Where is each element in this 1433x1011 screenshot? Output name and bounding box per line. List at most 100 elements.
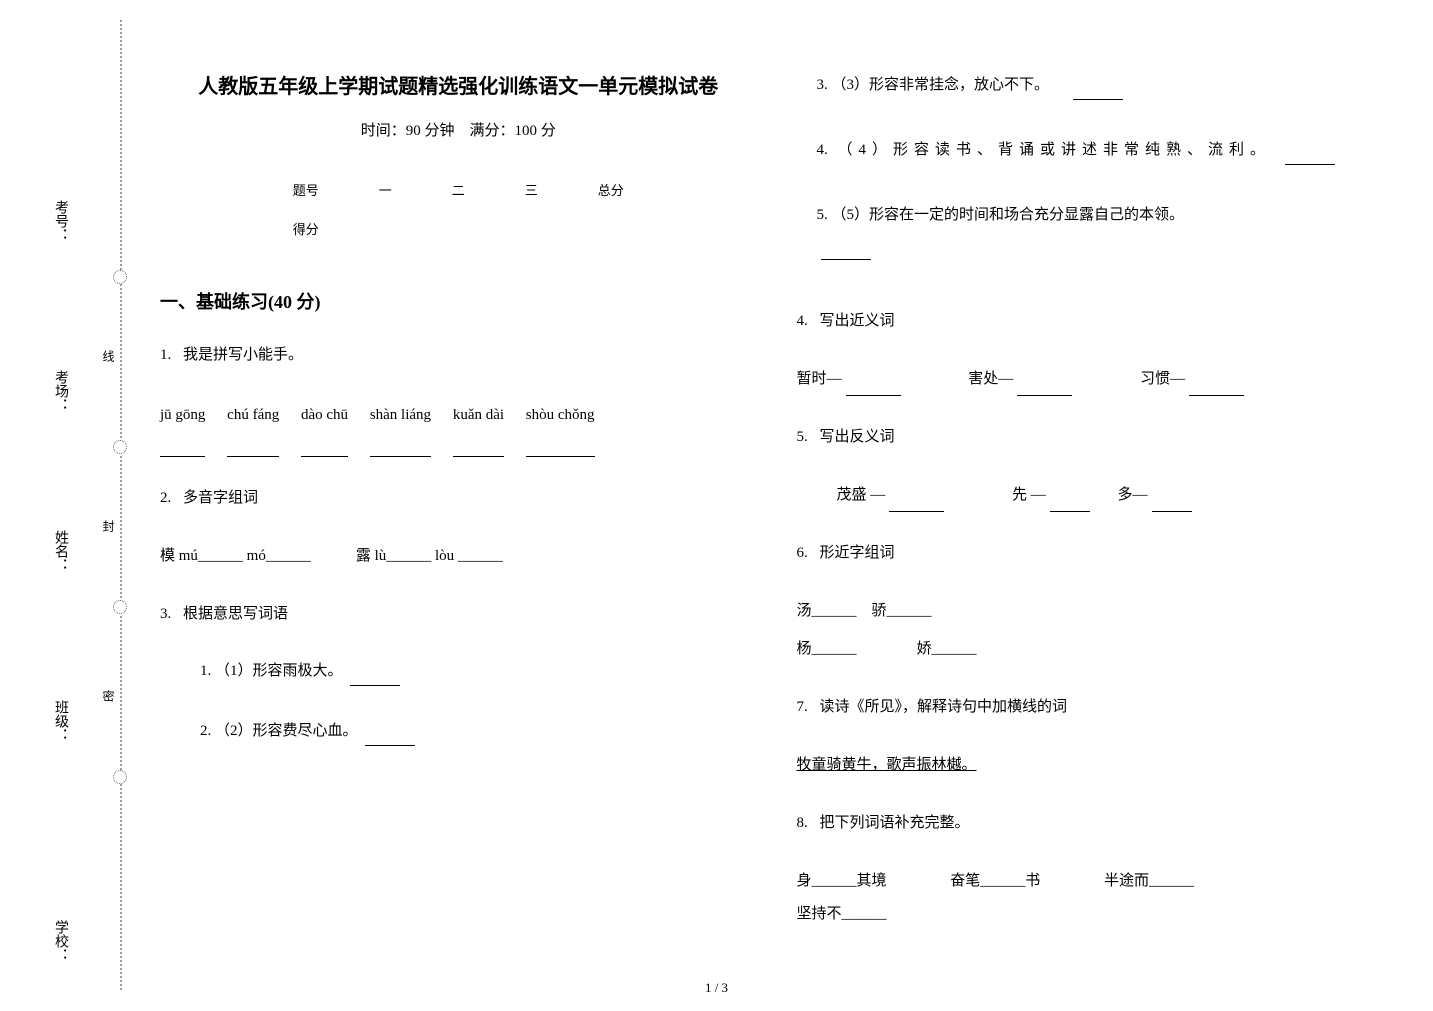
blank — [526, 439, 595, 457]
q5-num: 5. — [797, 429, 808, 445]
cut-circle — [113, 770, 127, 784]
synonym-item: 暂时— — [797, 363, 905, 396]
score-cell — [495, 209, 568, 248]
idiom-item: 奋笔______书 — [950, 865, 1040, 898]
idiom-item: 身______其境 — [797, 865, 887, 898]
q8-num: 8. — [797, 815, 808, 831]
q6-num: 6. — [797, 545, 808, 561]
blank — [365, 728, 415, 746]
sub-num: 1. — [200, 663, 211, 679]
cut-circle — [113, 600, 127, 614]
left-column: 人教版五年级上学期试题精选强化训练语文一单元模拟试卷 时间：90 分钟 满分：1… — [160, 70, 757, 956]
col-two: 二 — [422, 170, 495, 209]
q3-sub1: 1. （1）形容雨极大。 — [200, 656, 757, 686]
q2-line: 模 mú______ mó______ 露 lù______ lòu _____… — [160, 540, 757, 573]
table-header-row: 题号 一 二 三 总分 — [263, 170, 654, 209]
pinyin-row: jū gōng chú fáng dào chū shàn liáng kuǎn… — [160, 397, 757, 457]
pinyin-item: chú fáng — [227, 397, 279, 457]
pinyin-item: dào chū — [301, 397, 348, 457]
label-class: 班级： — [50, 700, 70, 742]
label-exam-number: 考号： — [50, 200, 70, 242]
sub-num: 5. — [817, 207, 828, 223]
pinyin-item: shàn liáng — [370, 397, 431, 457]
item-label: 害处— — [968, 371, 1013, 387]
idiom-item: 半途而______ — [1104, 865, 1194, 898]
binding-margin: 考号： 考场： 姓名： 班级： 学校： — [40, 0, 140, 1011]
right-column: 3. （3）形容非常挂念，放心不下。 4. （4）形容读书、背诵或讲述非常纯熟、… — [797, 70, 1394, 956]
sub-num: 3. — [817, 77, 828, 93]
q7-text: 读诗《所见》，解释诗句中加横线的词 — [820, 699, 1068, 715]
col-total: 总分 — [568, 170, 654, 209]
q3-sub2: 2. （2）形容费尽心血。 — [200, 716, 757, 746]
idiom-item: 坚持不______ — [797, 898, 887, 931]
question-8: 8. 把下列词语补充完整。 — [797, 807, 1394, 840]
q3-sub4: 4. （4）形容读书、背诵或讲述非常纯熟、流利。 — [817, 135, 1394, 165]
cut-label-line: 线 — [100, 350, 117, 362]
q2-num: 2. — [160, 490, 171, 506]
col-label: 题号 — [263, 170, 349, 209]
q6-text: 形近字组词 — [820, 545, 895, 561]
q8-text: 把下列词语补充完整。 — [820, 815, 970, 831]
pinyin-text: shòu chǒng — [526, 407, 595, 423]
q3-num: 3. — [160, 606, 171, 622]
q7-poem: 牧童骑黄牛，歌声振林樾。 — [797, 749, 1394, 782]
score-cell — [568, 209, 654, 248]
sub-text: （5）形容在一定的时间和场合充分显露自己的本领。 — [832, 207, 1185, 223]
col-one: 一 — [349, 170, 422, 209]
q4-text: 写出近义词 — [820, 313, 895, 329]
blank — [1189, 378, 1244, 396]
blank — [1017, 378, 1072, 396]
item-label: 暂时— — [797, 371, 842, 387]
q3-sub3: 3. （3）形容非常挂念，放心不下。 — [817, 70, 1394, 100]
question-4: 4. 写出近义词 — [797, 305, 1394, 338]
score-label: 得分 — [263, 209, 349, 248]
pinyin-text: jū gōng — [160, 407, 205, 423]
sub-text: （1）形容雨极大。 — [215, 663, 343, 679]
q3-sub5: 5. （5）形容在一定的时间和场合充分显露自己的本领。 — [817, 200, 1394, 260]
sub-text: （4）形容读书、背诵或讲述非常纯熟、流利。 — [838, 142, 1272, 158]
question-7: 7. 读诗《所见》，解释诗句中加横线的词 — [797, 691, 1394, 724]
q6-line1: 汤______ 骄______ — [797, 595, 1394, 628]
section-heading: 一、基础练习(40 分) — [160, 288, 757, 314]
col-three: 三 — [495, 170, 568, 209]
label-exam-room: 考场： — [50, 370, 70, 412]
blank — [1152, 494, 1192, 512]
pinyin-text: kuǎn dài — [453, 407, 504, 423]
sub-num: 2. — [200, 723, 211, 739]
blank — [227, 439, 279, 457]
synonym-item: 习惯— — [1140, 363, 1248, 396]
q6-line2: 杨______ 娇______ — [797, 633, 1394, 666]
antonym-item: 先 — — [1012, 479, 1094, 512]
sub-num: 4. — [817, 142, 828, 158]
score-cell — [349, 209, 422, 248]
synonym-item: 害处— — [968, 363, 1076, 396]
blank — [889, 494, 944, 512]
exam-title: 人教版五年级上学期试题精选强化训练语文一单元模拟试卷 — [160, 70, 757, 99]
pinyin-text: dào chū — [301, 407, 348, 423]
q4-num: 4. — [797, 313, 808, 329]
score-table: 题号 一 二 三 总分 得分 — [263, 170, 654, 248]
blank — [1073, 82, 1123, 100]
sub-text: （3）形容非常挂念，放心不下。 — [832, 77, 1050, 93]
pinyin-item: shòu chǒng — [526, 397, 595, 457]
item-label: 习惯— — [1140, 371, 1185, 387]
q1-text: 我是拼写小能手。 — [183, 347, 303, 363]
score-cell — [422, 209, 495, 248]
item-label: 先 — — [1012, 487, 1046, 503]
question-3: 3. 根据意思写词语 — [160, 598, 757, 631]
label-school: 学校： — [50, 920, 70, 962]
q5-text: 写出反义词 — [820, 429, 895, 445]
blank — [350, 668, 400, 686]
question-5: 5. 写出反义词 — [797, 421, 1394, 454]
sub-text: （2）形容费尽心血。 — [215, 723, 358, 739]
item-label: 多— — [1118, 487, 1148, 503]
cut-circle — [113, 440, 127, 454]
page-content: 人教版五年级上学期试题精选强化训练语文一单元模拟试卷 时间：90 分钟 满分：1… — [160, 70, 1393, 956]
blank — [301, 439, 348, 457]
blank — [846, 378, 901, 396]
question-6: 6. 形近字组词 — [797, 537, 1394, 570]
table-score-row: 得分 — [263, 209, 654, 248]
q1-num: 1. — [160, 347, 171, 363]
q2-text: 多音字组词 — [183, 490, 258, 506]
blank — [821, 242, 871, 260]
